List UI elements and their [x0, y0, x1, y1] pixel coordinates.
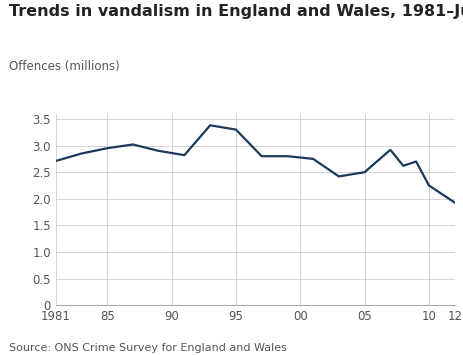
Text: Source: ONS Crime Survey for England and Wales: Source: ONS Crime Survey for England and… [9, 343, 287, 353]
Text: Offences (millions): Offences (millions) [9, 60, 120, 73]
Text: Trends in vandalism in England and Wales, 1981–June 2012: Trends in vandalism in England and Wales… [9, 4, 463, 18]
